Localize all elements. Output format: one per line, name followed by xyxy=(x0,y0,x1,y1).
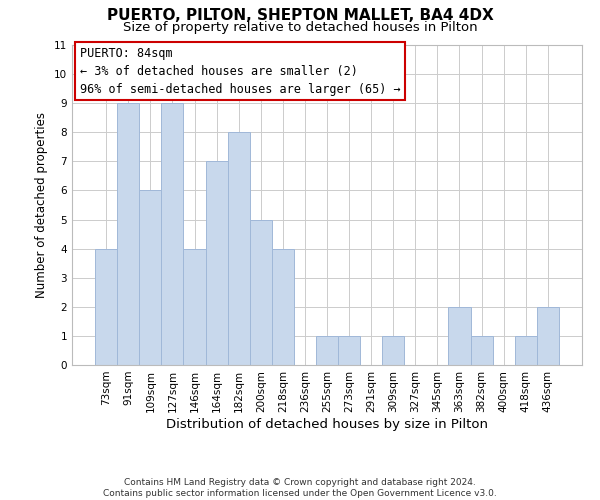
Bar xyxy=(382,336,404,365)
Bar xyxy=(338,336,360,365)
Bar xyxy=(470,336,493,365)
Bar xyxy=(250,220,272,365)
Text: PUERTO: 84sqm
← 3% of detached houses are smaller (2)
96% of semi-detached house: PUERTO: 84sqm ← 3% of detached houses ar… xyxy=(80,46,400,96)
Bar xyxy=(161,103,184,365)
Text: Contains HM Land Registry data © Crown copyright and database right 2024.
Contai: Contains HM Land Registry data © Crown c… xyxy=(103,478,497,498)
Bar xyxy=(206,162,227,365)
Y-axis label: Number of detached properties: Number of detached properties xyxy=(35,112,49,298)
Bar xyxy=(184,248,206,365)
Bar xyxy=(537,307,559,365)
Bar xyxy=(515,336,537,365)
Text: Size of property relative to detached houses in Pilton: Size of property relative to detached ho… xyxy=(122,22,478,35)
Bar xyxy=(117,103,139,365)
Bar xyxy=(272,248,294,365)
Bar xyxy=(95,248,117,365)
Bar xyxy=(448,307,470,365)
Bar xyxy=(139,190,161,365)
X-axis label: Distribution of detached houses by size in Pilton: Distribution of detached houses by size … xyxy=(166,418,488,430)
Bar xyxy=(227,132,250,365)
Bar xyxy=(316,336,338,365)
Text: PUERTO, PILTON, SHEPTON MALLET, BA4 4DX: PUERTO, PILTON, SHEPTON MALLET, BA4 4DX xyxy=(107,8,493,22)
